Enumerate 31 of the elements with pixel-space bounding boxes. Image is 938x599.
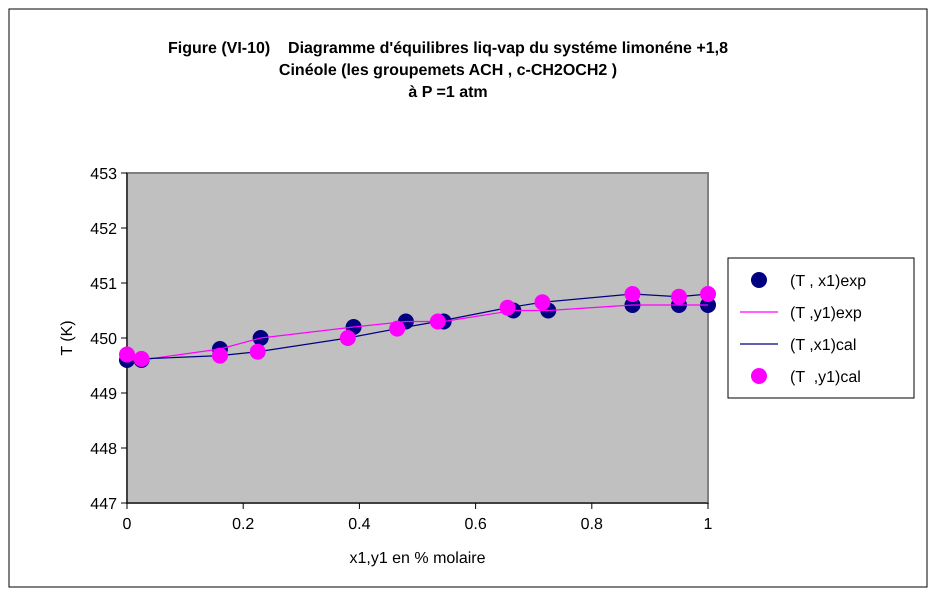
point	[500, 300, 516, 316]
legend-label: (T ,y1)exp	[790, 305, 862, 322]
point	[670, 288, 687, 305]
y-tick-label: 447	[90, 496, 118, 513]
x-axis-title: x1,y1 en % molaire	[349, 550, 486, 567]
point	[389, 320, 406, 337]
point	[340, 330, 356, 346]
y-tick-label: 453	[90, 166, 118, 183]
x-tick-label: 0.6	[464, 516, 487, 533]
point	[534, 294, 550, 310]
point	[250, 344, 266, 360]
x-tick-label: 0	[122, 516, 132, 533]
y-tick-label: 451	[90, 276, 118, 293]
legend-label: (T ,x1)cal	[790, 337, 856, 354]
point	[700, 286, 716, 302]
legend-label: (T , x1)exp	[790, 273, 866, 290]
legend-label: (T ,y1)cal	[790, 369, 861, 386]
y-axis-title: T (K)	[59, 320, 76, 356]
point	[119, 346, 135, 362]
point	[624, 286, 640, 302]
y-tick-label: 449	[90, 386, 118, 403]
y-tick-label: 452	[90, 221, 118, 238]
y-tick-label: 448	[90, 441, 118, 458]
x-tick-label: 1	[704, 516, 713, 533]
point	[430, 314, 446, 330]
point	[212, 348, 228, 364]
chart-title: Figure (VI-10) Diagramme d'équilibres liq-vap du systéme limonéne +1,8 Cinéole (les groupemets ACH , c-CH2OCH2 ) à P =1 atm	[168, 40, 728, 101]
x-tick-label: 0.8	[580, 516, 604, 533]
y-tick-label: 450	[90, 331, 118, 348]
x-tick-label: 0.4	[348, 516, 371, 533]
x-tick-label: 0.2	[232, 516, 254, 533]
